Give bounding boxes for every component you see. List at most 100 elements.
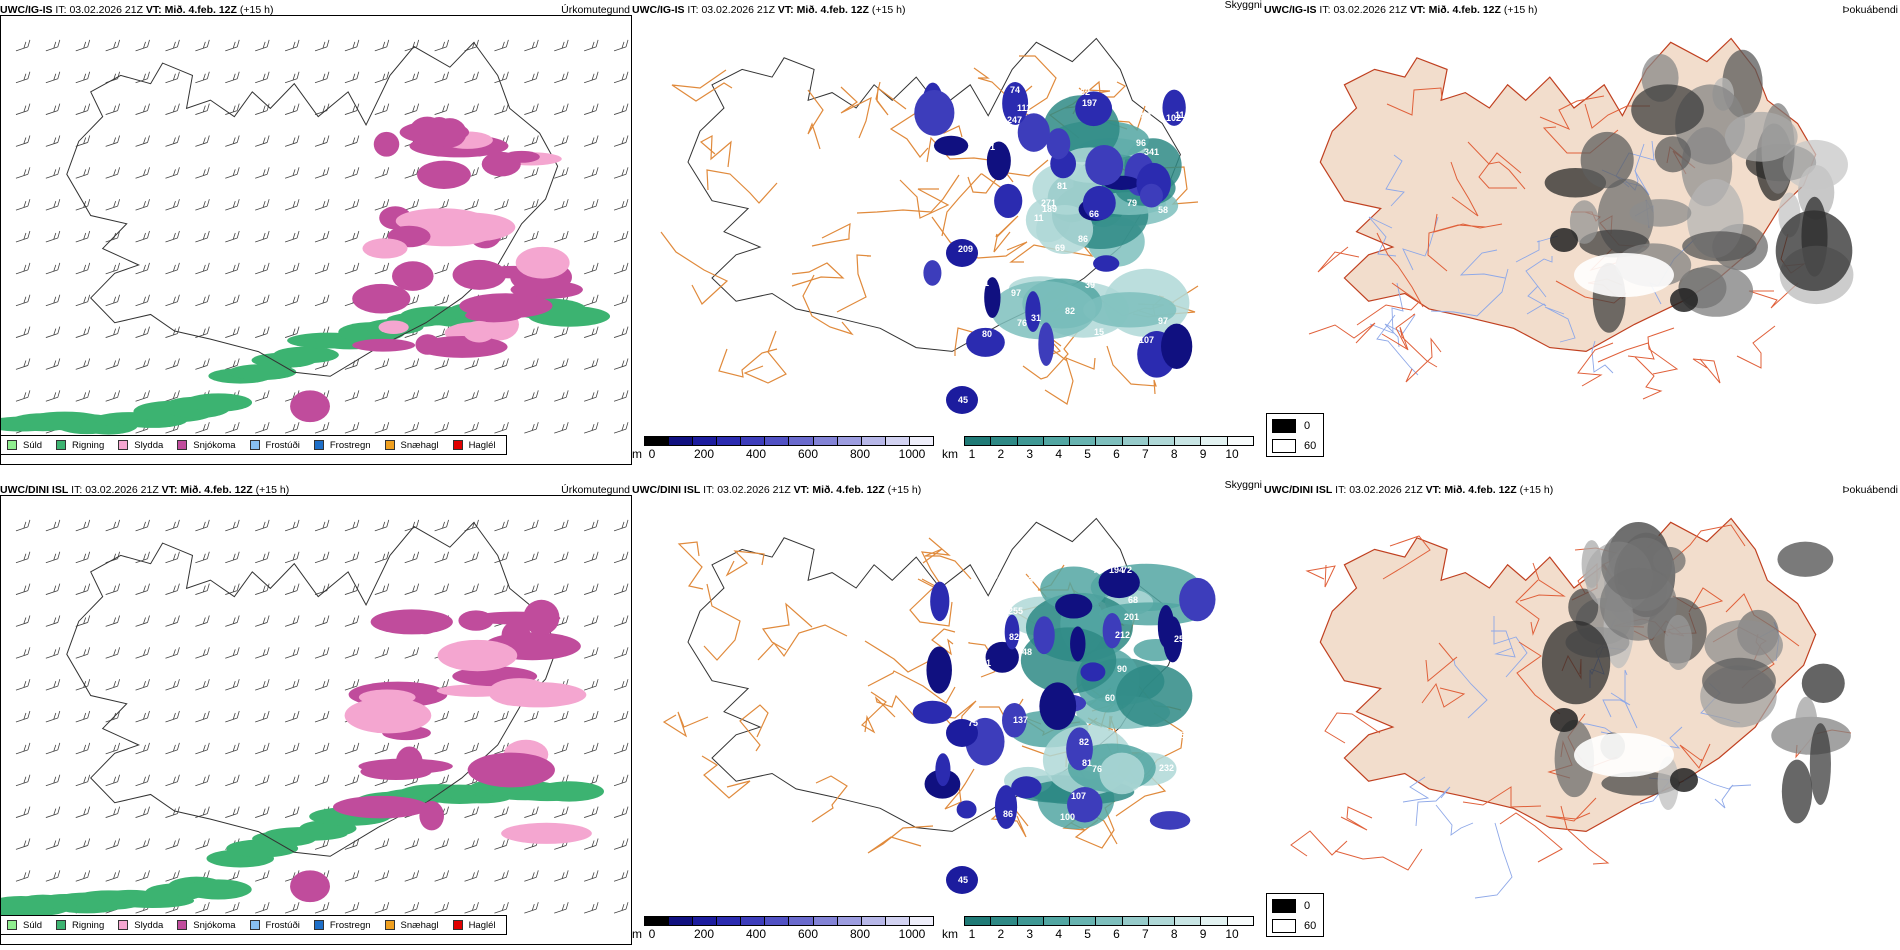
- issue-time: 03.02.2026 21Z: [69, 4, 143, 16]
- vt-label: VT:: [793, 484, 810, 496]
- legend-item: Súld: [7, 440, 42, 451]
- colorbar-segment: [1227, 437, 1253, 445]
- ceiling-label: 68: [1128, 595, 1138, 605]
- colorbar-tick: 800: [849, 447, 871, 461]
- colorbar-segment: [1017, 917, 1044, 925]
- colorbar-tick: 600: [797, 927, 819, 941]
- fog-legend-item: 0: [1272, 899, 1310, 913]
- model-name: UWC/DINI ISL: [1264, 484, 1333, 496]
- ceiling-label: 102: [1166, 113, 1181, 123]
- legend-item: Snæhagl: [384, 440, 439, 451]
- colorbar-tick: 200: [693, 447, 715, 461]
- colorbar-segment: [837, 917, 862, 925]
- colorbar-unit: km: [942, 927, 958, 941]
- precip-type-legend: Súld Rigning Slydda Snjókoma Frostúði Frostre…: [0, 915, 507, 935]
- valid-time: Mið. 4.feb. 12Z: [1428, 4, 1501, 16]
- colorbar-tick: 400: [745, 447, 767, 461]
- legend-label: Rigning: [72, 439, 105, 451]
- iceland-coastline: [66, 521, 559, 857]
- wind-barbs: [15, 519, 629, 914]
- ceiling-label: 126: [972, 605, 987, 615]
- colorbar-tick: 8: [1170, 927, 1178, 941]
- legend-item: Haglél: [452, 439, 496, 451]
- legend-label: Haglél: [468, 439, 496, 451]
- snow-area: [290, 116, 583, 423]
- fog-index-area: [1541, 521, 1851, 824]
- colorbar-tick: 2: [997, 927, 1005, 941]
- colorbar-segment: [861, 917, 886, 925]
- colorbar-segment: [669, 437, 694, 445]
- map-canvas: [1, 519, 629, 917]
- map-fog: [1264, 15, 1900, 435]
- it-label: IT:: [1335, 484, 1347, 496]
- panel-ptype-dini: UWC/DINI ISL IT: 03.02.2026 21Z VT: Mið.…: [0, 480, 632, 945]
- colorbar-segment: [1096, 437, 1123, 445]
- colorbar-segment: [1175, 437, 1202, 445]
- legend-label: Slydda: [134, 919, 164, 931]
- colorbar-segment: [1201, 437, 1228, 445]
- colorbar-segment: [693, 917, 718, 925]
- fog-legend-label: 60: [1304, 920, 1317, 932]
- ceiling-label: 97: [1011, 288, 1021, 298]
- lead-time: (+15 h): [1503, 4, 1538, 16]
- legend-item: Frostregn: [313, 919, 371, 931]
- colorbar-segment: [1070, 437, 1097, 445]
- panel-header: UWC/IG-IS IT: 03.02.2026 21Z VT: Mið. 4.…: [1264, 0, 1900, 20]
- legend-label: Frostregn: [329, 919, 371, 931]
- issue-time: 03.02.2026 21Z: [1349, 484, 1423, 496]
- colorbar-segment: [669, 917, 694, 925]
- valid-time: Mið. 4.feb. 12Z: [180, 484, 253, 496]
- panel-fog-dini: UWC/DINI ISL IT: 03.02.2026 21Z VT: Mið.…: [1264, 480, 1900, 945]
- ceiling-colorbar: m 0 200 400 600 800 1000: [632, 436, 937, 466]
- product-name: Úrkomutegund: [561, 484, 630, 496]
- colorbar-segment: [1043, 917, 1071, 925]
- ceiling-label: 26: [966, 318, 976, 328]
- ceiling-label: 86: [1175, 730, 1185, 740]
- colorbar-segment: [991, 437, 1018, 445]
- legend-item: Slydda: [118, 920, 163, 931]
- fog-legend-swatch: [1272, 919, 1296, 933]
- ceiling-label: 82: [1009, 632, 1019, 642]
- vt-label: VT:: [777, 4, 794, 16]
- ceiling-label: 66: [1089, 209, 1099, 219]
- ceiling-label: 90: [1117, 664, 1127, 674]
- legend-swatch: [384, 920, 395, 930]
- fog-legend: 0 60: [1266, 413, 1324, 457]
- valid-time: Mið. 4.feb. 12Z: [164, 4, 237, 16]
- ceiling-label: 80: [982, 329, 992, 339]
- colorbar-segment: [645, 917, 670, 925]
- ceiling-label: 72: [1122, 565, 1132, 575]
- ceiling-label: 111: [1017, 103, 1031, 113]
- ceiling-label: 76: [1017, 318, 1027, 328]
- colorbar-unit: km: [942, 447, 958, 461]
- legend-swatch: [384, 440, 395, 450]
- map-canvas: 247 58 189 107 101 61 66 76 82 102 96 111 18 114 31 197…: [660, 37, 1199, 414]
- colorbar-segment: [765, 917, 790, 925]
- wind-barbs: [15, 39, 629, 434]
- ceiling-label: 271: [1041, 198, 1056, 208]
- legend-swatch: [249, 440, 260, 450]
- ceiling-label: 341: [1144, 147, 1159, 157]
- product-name: Þokuábendi: [1842, 484, 1898, 496]
- colorbar-segment: [1148, 917, 1176, 925]
- fog-index-area: [1544, 49, 1854, 333]
- colorbar-segment: [717, 437, 742, 445]
- colorbar-tick: 0: [648, 927, 656, 941]
- valid-time: Mið. 4.feb. 12Z: [1444, 484, 1517, 496]
- panel-header: UWC/DINI ISL IT: 03.02.2026 21Z VT: Mið.…: [0, 480, 632, 500]
- vt-label: VT:: [1425, 484, 1442, 496]
- it-label: IT:: [687, 4, 699, 16]
- ceiling-label: 209: [958, 244, 973, 254]
- legend-swatch: [7, 920, 17, 930]
- ceiling-label: 247: [1007, 115, 1022, 125]
- ceiling-label: 45: [958, 875, 968, 885]
- model-name: UWC/IG-IS: [0, 4, 53, 16]
- ceiling-label: 197: [1082, 98, 1097, 108]
- lead-time: (+15 h): [255, 484, 290, 496]
- snow-area: [290, 599, 592, 903]
- ceiling-label: 107: [1071, 791, 1086, 801]
- colorbar-tick: 6: [1113, 927, 1120, 941]
- colorbar-segment: [909, 917, 933, 925]
- ceiling-label: 162: [1075, 87, 1090, 97]
- issue-time: 03.02.2026 21Z: [85, 484, 159, 496]
